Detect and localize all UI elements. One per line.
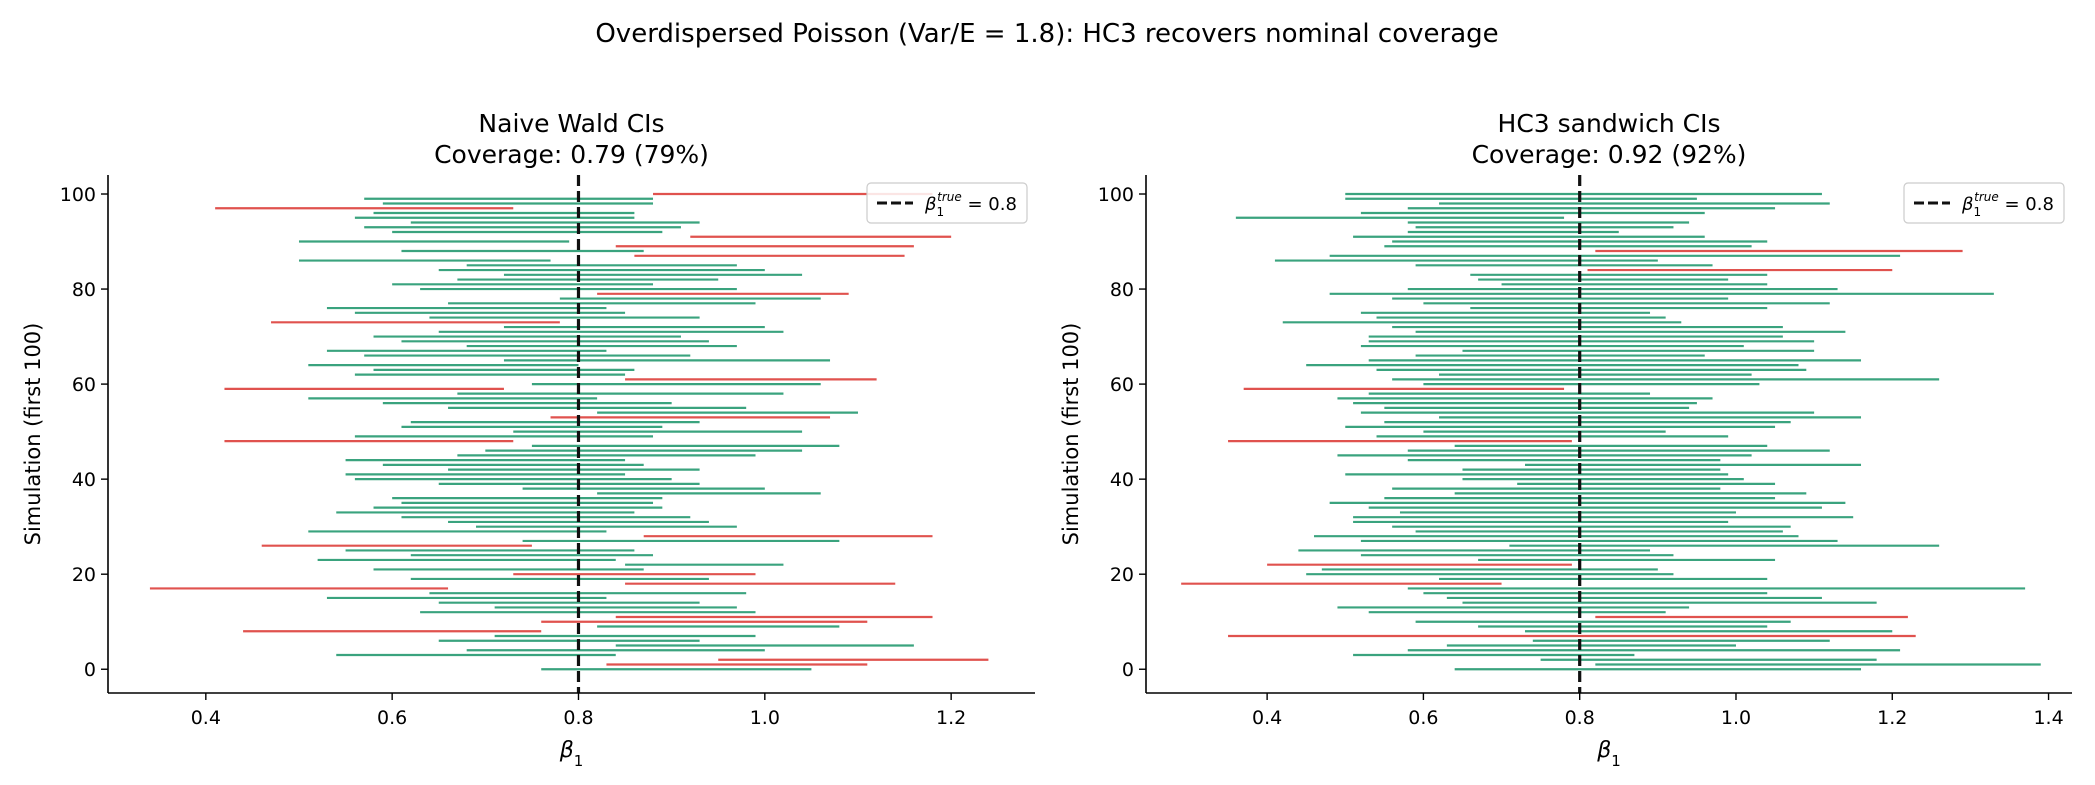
x-tick-label: 0.6 [1408, 707, 1438, 729]
panel-title: HC3 sandwich CIs [1498, 109, 1721, 138]
legend: β1true = 0.8 [1903, 182, 2065, 224]
y-tick-label: 0 [84, 659, 96, 681]
x-axis-label: β1 [559, 738, 584, 770]
x-tick-label: 1.2 [936, 707, 966, 729]
y-tick-label: 20 [1110, 564, 1134, 586]
y-tick-label: 40 [72, 469, 96, 491]
x-tick-label: 1.0 [1721, 707, 1751, 729]
x-tick-label: 0.4 [1252, 707, 1282, 729]
figure-suptitle: Overdispersed Poisson (Var/E = 1.8): HC3… [595, 19, 1498, 49]
x-tick-label: 1.4 [2033, 707, 2063, 729]
x-tick-label: 0.4 [191, 707, 221, 729]
y-tick-label: 60 [1110, 374, 1134, 396]
legend-box [1903, 182, 2065, 224]
y-tick-label: 100 [60, 184, 96, 206]
x-axis-label: β1 [1596, 738, 1621, 770]
y-tick-label: 40 [1110, 469, 1134, 491]
legend-label: β1true = 0.8 [924, 190, 1017, 219]
y-tick-label: 0 [1122, 659, 1134, 681]
x-tick-label: 0.6 [377, 707, 407, 729]
y-tick-label: 80 [1110, 279, 1134, 301]
y-tick-label: 80 [72, 279, 96, 301]
y-axis-label: Simulation (first 100) [1059, 323, 1083, 546]
y-axis-label: Simulation (first 100) [21, 323, 45, 546]
legend-label: β1true = 0.8 [1961, 190, 2054, 219]
legend: β1true = 0.8 [866, 182, 1028, 224]
x-tick-label: 1.2 [1877, 707, 1907, 729]
panel-title: Naive Wald CIs [478, 109, 664, 138]
panel-subtitle: Coverage: 0.79 (79%) [434, 140, 709, 169]
y-tick-label: 20 [72, 564, 96, 586]
y-tick-label: 100 [1098, 184, 1134, 206]
legend-box [866, 182, 1028, 224]
x-tick-label: 0.8 [563, 707, 593, 729]
y-tick-label: 60 [72, 374, 96, 396]
panel-subtitle: Coverage: 0.92 (92%) [1472, 140, 1747, 169]
x-tick-label: 0.8 [1565, 707, 1595, 729]
x-tick-label: 1.0 [750, 707, 780, 729]
